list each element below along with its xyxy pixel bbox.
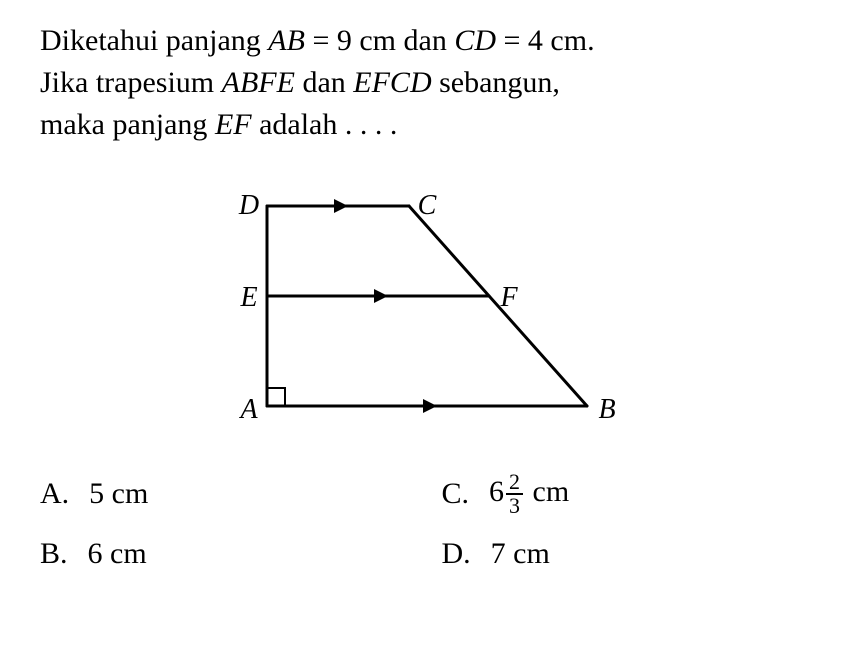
fraction: 23	[506, 471, 523, 517]
diagram-container: D C E F A B	[40, 156, 803, 456]
var-efcd: EFCD	[353, 66, 431, 99]
svg-text:B: B	[598, 394, 615, 425]
svg-text:F: F	[499, 282, 518, 313]
question-text: Diketahui panjang AB = 9 cm dan CD = 4 c…	[40, 20, 803, 146]
svg-text:E: E	[239, 282, 257, 313]
text: maka panjang	[40, 108, 215, 141]
option-value: 5 cm	[89, 477, 148, 511]
text: Diketahui panjang	[40, 24, 268, 57]
option-c: C. 623 cm	[442, 471, 804, 517]
option-d: D. 7 cm	[442, 537, 804, 571]
option-letter: B.	[40, 537, 68, 571]
text: sebangun,	[432, 66, 560, 99]
option-value: 6 cm	[88, 537, 147, 571]
svg-text:D: D	[237, 190, 258, 221]
var-cd: CD	[454, 24, 496, 57]
option-b: B. 6 cm	[40, 537, 402, 571]
trapezium-diagram: D C E F A B	[207, 156, 637, 456]
text: adalah . . . .	[252, 108, 398, 141]
option-value: 7 cm	[491, 537, 550, 571]
question-line-1: Diketahui panjang AB = 9 cm dan CD = 4 c…	[40, 20, 803, 62]
option-letter: D.	[442, 537, 471, 571]
option-letter: A.	[40, 477, 69, 511]
text: Jika trapesium	[40, 66, 222, 99]
question-line-3: maka panjang EF adalah . . . .	[40, 104, 803, 146]
whole: 6	[489, 475, 504, 508]
unit: cm	[525, 475, 569, 508]
numerator: 2	[506, 471, 523, 495]
question-line-2: Jika trapesium ABFE dan EFCD sebangun,	[40, 62, 803, 104]
denominator: 3	[506, 495, 523, 517]
option-letter: C.	[442, 477, 470, 511]
text: = 9 cm dan	[305, 24, 454, 57]
svg-text:A: A	[238, 394, 258, 425]
text: dan	[295, 66, 353, 99]
text: = 4 cm.	[496, 24, 595, 57]
var-ef: EF	[215, 108, 252, 141]
answer-options: A. 5 cm C. 623 cm B. 6 cm D. 7 cm	[40, 471, 803, 571]
option-a: A. 5 cm	[40, 471, 402, 517]
option-value: 623 cm	[489, 471, 569, 517]
svg-text:C: C	[417, 190, 436, 221]
var-abfe: ABFE	[222, 66, 295, 99]
var-ab: AB	[268, 24, 305, 57]
